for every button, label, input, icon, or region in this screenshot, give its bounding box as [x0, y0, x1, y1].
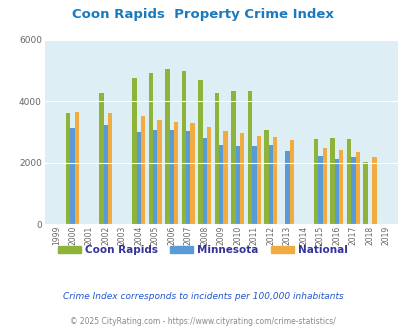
- Bar: [284, 151, 289, 224]
- Bar: [362, 162, 367, 224]
- Bar: [153, 130, 157, 224]
- Text: Crime Index corresponds to incidents per 100,000 inhabitants: Crime Index corresponds to incidents per…: [62, 292, 343, 301]
- Bar: [75, 112, 79, 224]
- Bar: [169, 130, 174, 224]
- Bar: [223, 131, 227, 224]
- Bar: [346, 139, 350, 224]
- Bar: [239, 133, 244, 224]
- Bar: [355, 152, 359, 224]
- Bar: [141, 116, 145, 224]
- Bar: [268, 145, 272, 224]
- Bar: [190, 123, 194, 224]
- Bar: [317, 156, 322, 224]
- Bar: [272, 137, 277, 224]
- Bar: [108, 113, 112, 224]
- Bar: [185, 131, 190, 224]
- Bar: [132, 78, 136, 224]
- Bar: [371, 157, 375, 224]
- Bar: [350, 157, 355, 224]
- Bar: [252, 147, 256, 224]
- Bar: [165, 69, 169, 224]
- Bar: [247, 91, 252, 224]
- Bar: [198, 80, 202, 224]
- Legend: Coon Rapids, Minnesota, National: Coon Rapids, Minnesota, National: [53, 241, 352, 259]
- Bar: [313, 139, 317, 224]
- Bar: [230, 91, 235, 224]
- Text: Coon Rapids  Property Crime Index: Coon Rapids Property Crime Index: [72, 8, 333, 21]
- Bar: [207, 127, 211, 224]
- Bar: [70, 128, 75, 224]
- Bar: [66, 113, 70, 224]
- Bar: [99, 93, 103, 224]
- Bar: [263, 130, 268, 224]
- Bar: [289, 140, 293, 224]
- Bar: [157, 120, 162, 224]
- Bar: [136, 132, 141, 224]
- Bar: [235, 146, 239, 224]
- Bar: [256, 136, 260, 224]
- Bar: [103, 125, 108, 224]
- Bar: [181, 71, 185, 224]
- Bar: [202, 138, 207, 224]
- Bar: [214, 93, 219, 224]
- Bar: [219, 145, 223, 224]
- Bar: [174, 121, 178, 224]
- Bar: [148, 74, 153, 224]
- Bar: [334, 159, 338, 224]
- Text: © 2025 CityRating.com - https://www.cityrating.com/crime-statistics/: © 2025 CityRating.com - https://www.city…: [70, 317, 335, 326]
- Bar: [329, 138, 334, 224]
- Bar: [322, 148, 326, 224]
- Bar: [338, 149, 343, 224]
